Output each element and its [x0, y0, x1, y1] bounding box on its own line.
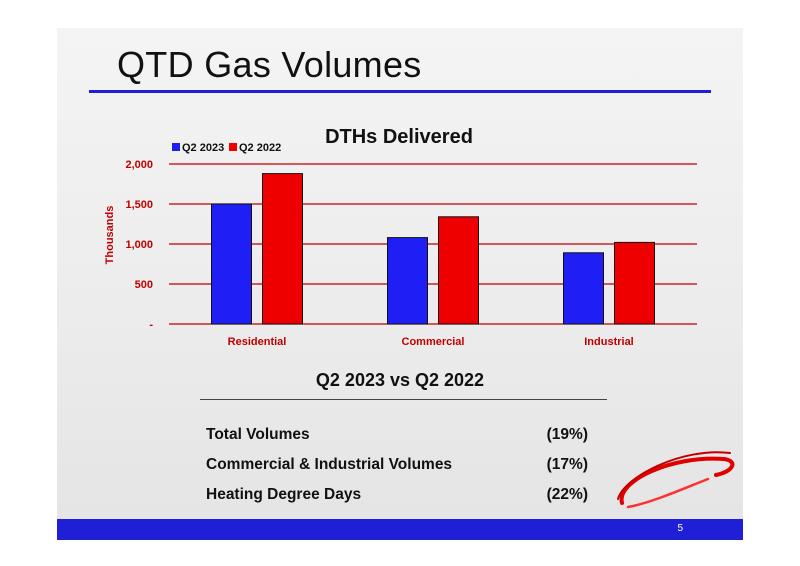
- chart-grid: [169, 163, 697, 325]
- comparison-row-heating-degree-days: Heating Degree Days (22%): [206, 486, 588, 506]
- comparison-row-value: (17%): [546, 456, 588, 473]
- legend-label: Q2 2023: [182, 142, 224, 154]
- y-tick-label: 1,500: [125, 199, 153, 211]
- comparison-row-value: (19%): [546, 426, 588, 443]
- comparison-row-label: Commercial & Industrial Volumes: [206, 456, 453, 473]
- chart-title: DTHs Delivered: [325, 126, 473, 148]
- y-tick-label: 1,000: [125, 239, 153, 251]
- bar-q2-2023-residential: [211, 203, 252, 325]
- legend-swatch: [172, 143, 180, 151]
- title-underline: [89, 90, 711, 93]
- bar-q2-2022-industrial: [614, 241, 655, 325]
- chart-bars: [211, 173, 655, 325]
- bar-q2-2023-industrial: [563, 252, 604, 325]
- y-tick-label: 2,000: [125, 159, 153, 171]
- x-tick-label: Residential: [228, 336, 287, 348]
- page-number: 5: [677, 523, 683, 534]
- bar-q2-2022-commercial: [438, 216, 479, 325]
- y-tick-label: 500: [135, 279, 153, 291]
- footer-bar: 5: [57, 519, 743, 540]
- bar-q2-2022-residential: [262, 173, 303, 325]
- comparison-divider: [200, 399, 607, 400]
- dths-delivered-chart: DTHs Delivered Q2 2023 Q2 2022 Thousands …: [104, 126, 697, 348]
- bar-q2-2023-commercial: [387, 237, 428, 325]
- comparison-row-label: Heating Degree Days: [206, 486, 362, 503]
- legend-swatch: [229, 143, 237, 151]
- legend-label: Q2 2022: [239, 142, 281, 154]
- comparison-row-ci-volumes: Commercial & Industrial Volumes (17%): [206, 456, 588, 476]
- swoosh-logo-icon: [617, 451, 735, 509]
- y-axis-label: Thousands: [104, 206, 116, 265]
- chart-legend: Q2 2023 Q2 2022: [172, 142, 281, 154]
- y-tick-label: -: [149, 319, 153, 331]
- x-tick-label: Commercial: [402, 336, 465, 348]
- x-axis-labels: Residential Commercial Industrial: [228, 336, 634, 348]
- slide: QTD Gas Volumes DTHs Delivered Q2 2023 Q2…: [57, 28, 743, 540]
- comparison-row-total-volumes: Total Volumes (19%): [206, 426, 588, 446]
- page-title: QTD Gas Volumes: [117, 44, 422, 85]
- comparison-row-value: (22%): [546, 486, 588, 503]
- y-axis-ticks: - 500 1,000 1,500 2,000: [125, 159, 153, 331]
- comparison-row-label: Total Volumes: [206, 426, 310, 443]
- x-tick-label: Industrial: [584, 336, 634, 348]
- comparison-heading: Q2 2023 vs Q2 2022: [315, 370, 485, 390]
